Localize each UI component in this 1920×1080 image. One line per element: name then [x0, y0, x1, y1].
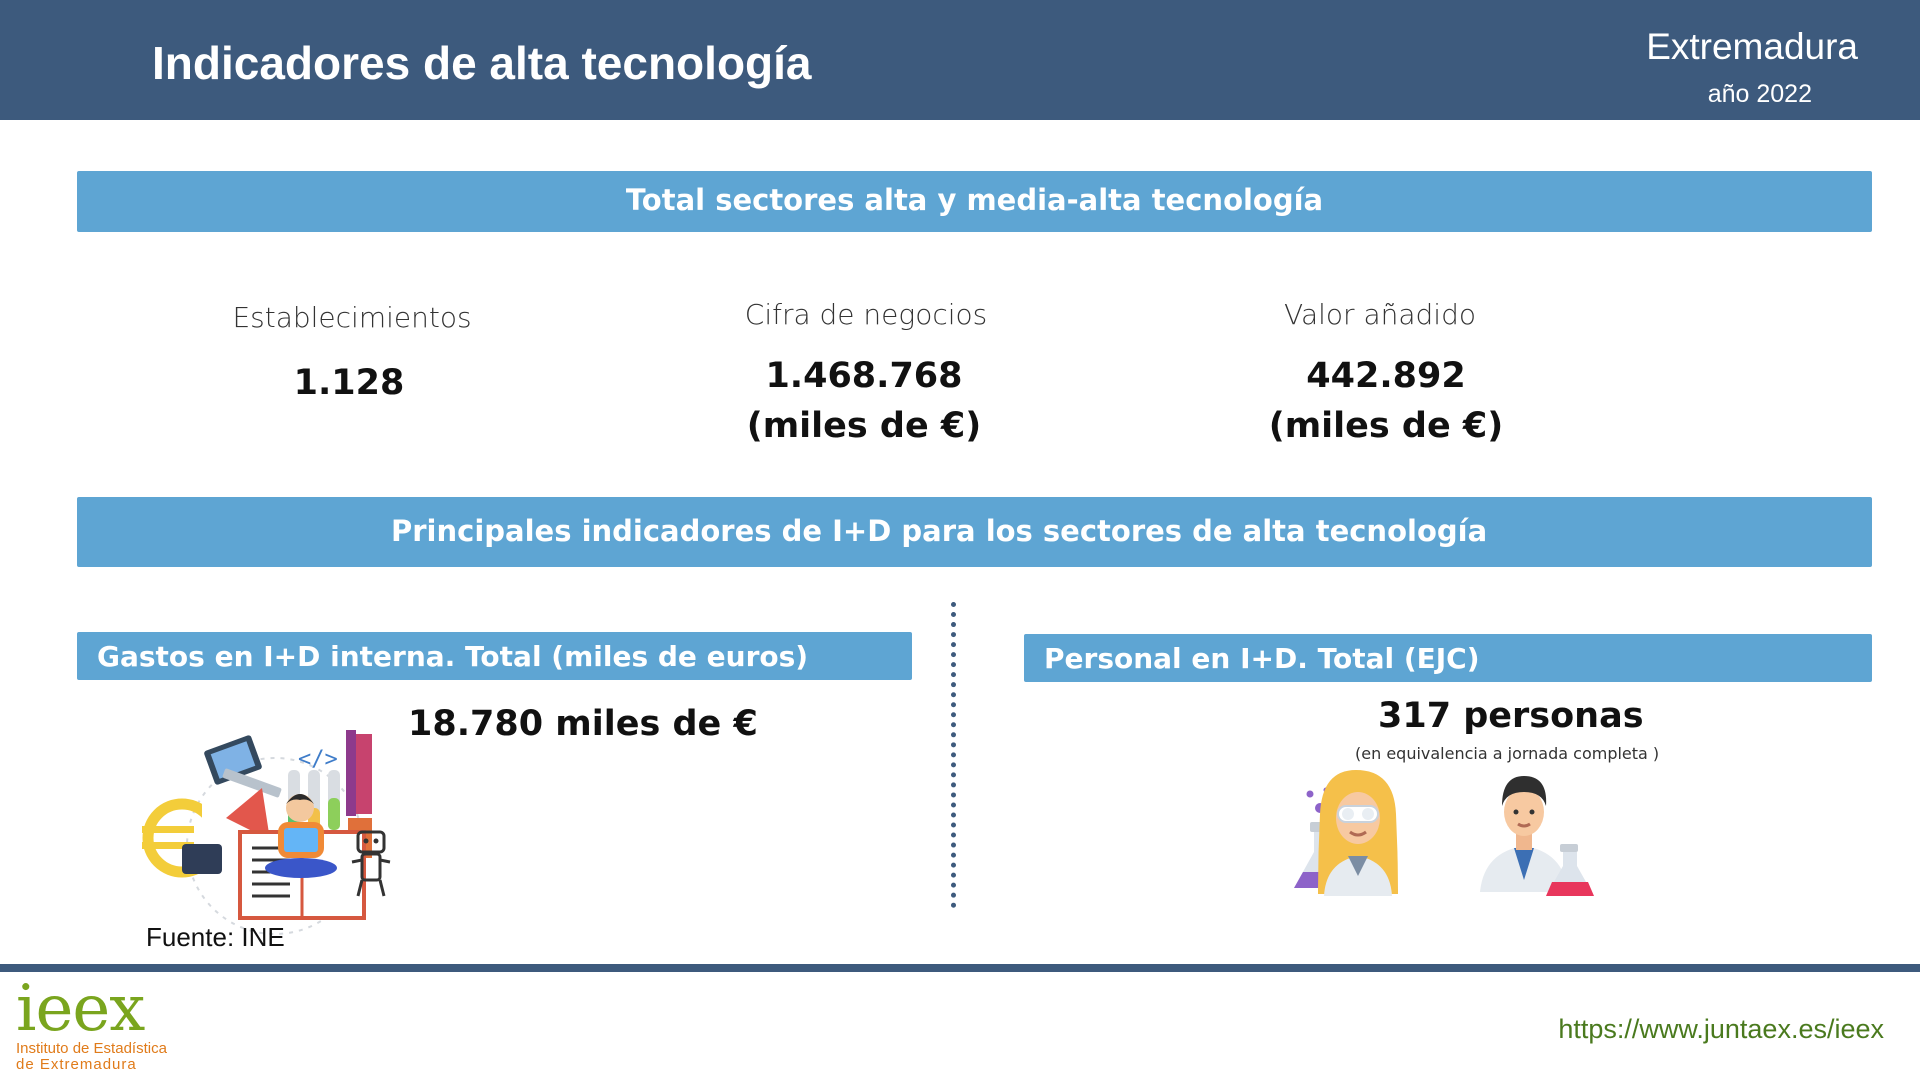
personal-band: Personal en I+D. Total (EJC) — [1024, 634, 1872, 682]
logo-subtitle-line2: de Extremadura — [16, 1056, 137, 1073]
metric-valor-value: 442.892 — [1306, 356, 1466, 396]
gastos-title: Gastos en I+D interna. Total (miles de e… — [97, 640, 809, 673]
ieex-logo: ieex — [16, 972, 145, 1046]
region-label: Extremadura — [1646, 26, 1858, 67]
scientist-man-icon — [1480, 776, 1594, 896]
vertical-divider — [951, 602, 956, 908]
metric-establecimientos-value: 1.128 — [293, 363, 405, 403]
gastos-value: 18.780 miles de € — [408, 704, 758, 744]
personal-value: 317 personas — [1378, 696, 1644, 736]
metric-valor-unit: (miles de €) — [1268, 406, 1504, 446]
gastos-band: Gastos en I+D interna. Total (miles de e… — [77, 632, 912, 680]
metric-cifra-value: 1.468.768 — [765, 356, 963, 396]
svg-text:</>: </> — [298, 747, 338, 772]
scientist-woman-icon — [1294, 770, 1398, 896]
year-label: año 2022 — [1707, 80, 1812, 108]
research-illustration: </> — [142, 730, 391, 935]
metric-cifra-unit: (miles de €) — [746, 406, 982, 446]
metric-cifra-label: Cifra de negocios — [744, 298, 988, 331]
metric-establecimientos-label: Establecimientos — [232, 301, 472, 334]
footer-url-link[interactable]: https://www.juntaex.es/ieex — [1558, 1014, 1884, 1044]
source-note: Fuente: INE — [146, 922, 285, 952]
section-total-title: Total sectores alta y media-alta tecnolo… — [625, 183, 1324, 217]
section-id-band: Principales indicadores de I+D para los … — [77, 497, 1872, 567]
page-title: Indicadores de alta tecnología — [152, 37, 812, 89]
logo-subtitle-line1: Instituto de Estadística — [16, 1040, 167, 1057]
personal-title: Personal en I+D. Total (EJC) — [1044, 642, 1480, 675]
section-total-band: Total sectores alta y media-alta tecnolo… — [77, 171, 1872, 232]
personal-note: (en equivalencia a jornada completa ) — [1355, 744, 1660, 763]
header-bar: Indicadores de alta tecnología Extremadu… — [0, 0, 1920, 120]
footer-divider — [0, 964, 1920, 972]
section-id-title: Principales indicadores de I+D para los … — [391, 514, 1488, 548]
metric-valor-label: Valor añadido — [1284, 298, 1476, 331]
